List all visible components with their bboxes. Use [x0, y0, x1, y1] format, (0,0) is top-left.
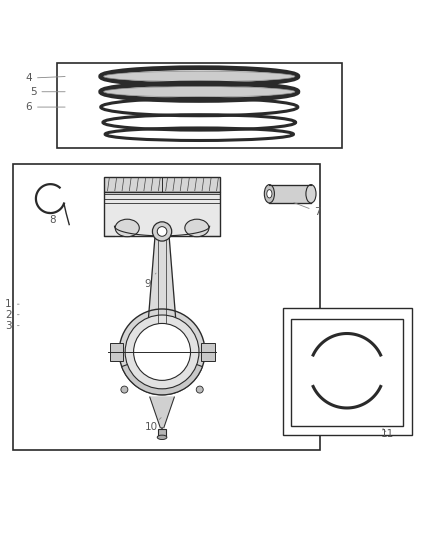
Ellipse shape	[306, 184, 316, 203]
Bar	[201, 343, 215, 361]
Bar	[269, 184, 311, 203]
Text: 4: 4	[25, 73, 65, 83]
Text: 3: 3	[5, 321, 19, 330]
Circle shape	[121, 386, 128, 393]
Circle shape	[119, 309, 205, 395]
Wedge shape	[122, 352, 202, 395]
Ellipse shape	[104, 71, 295, 82]
Bar	[158, 429, 166, 437]
Text: 6: 6	[25, 102, 65, 112]
Bar	[104, 192, 220, 236]
Ellipse shape	[104, 86, 295, 97]
Bar	[110, 343, 123, 361]
Text: 7: 7	[294, 203, 321, 217]
Ellipse shape	[264, 184, 275, 203]
Bar	[291, 319, 403, 426]
Circle shape	[125, 315, 199, 389]
Text: 10: 10	[145, 418, 161, 432]
Circle shape	[134, 324, 191, 381]
Text: 5: 5	[30, 87, 65, 96]
Ellipse shape	[267, 190, 272, 198]
Bar	[13, 164, 320, 450]
Circle shape	[196, 386, 203, 393]
Polygon shape	[150, 397, 174, 427]
Circle shape	[157, 227, 167, 236]
Ellipse shape	[157, 435, 167, 440]
Text: 2: 2	[5, 310, 19, 320]
Text: 1: 1	[5, 299, 19, 309]
Ellipse shape	[185, 219, 209, 237]
Text: 9: 9	[145, 273, 156, 289]
Bar	[283, 308, 412, 435]
Text: 8: 8	[49, 212, 56, 224]
Circle shape	[152, 222, 172, 241]
Bar	[57, 63, 342, 148]
Bar	[104, 177, 220, 192]
Text: 11: 11	[381, 429, 394, 439]
Ellipse shape	[115, 219, 139, 237]
Polygon shape	[147, 236, 177, 334]
